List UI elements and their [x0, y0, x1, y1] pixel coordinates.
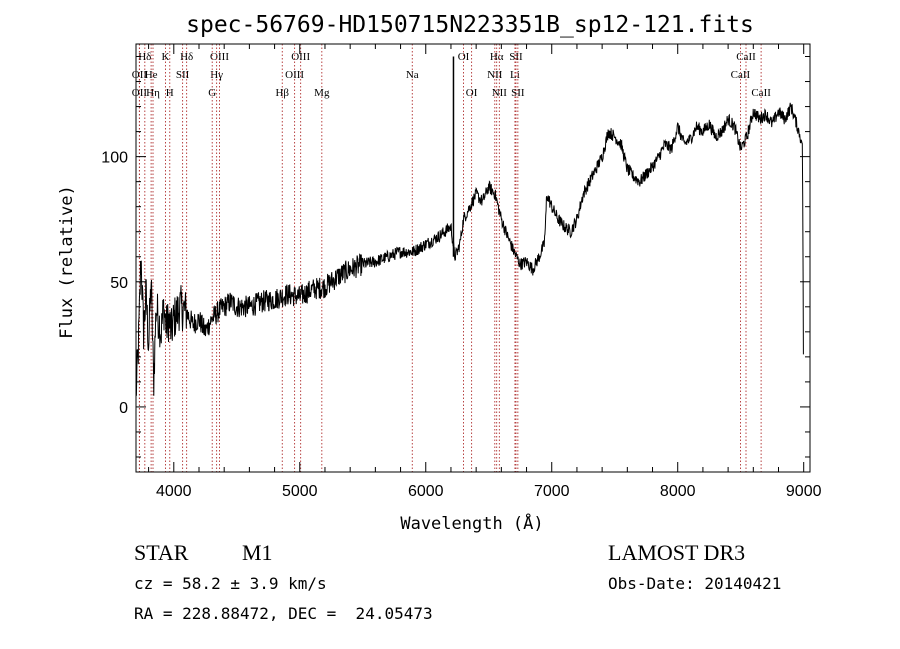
- line-label: Hβ: [275, 87, 289, 99]
- line-label: G: [208, 87, 216, 99]
- object-subclass: M1: [242, 540, 273, 565]
- observation-date: Obs-Date: 20140421: [608, 574, 782, 593]
- y-tick-label: 100: [101, 150, 128, 167]
- line-label: Hδ: [180, 51, 193, 63]
- line-label: Hα: [490, 51, 504, 63]
- line-label: H: [166, 87, 174, 99]
- x-tick-label: 7000: [534, 483, 570, 500]
- line-label: Hη: [146, 87, 160, 99]
- line-label: OI: [466, 87, 478, 99]
- line-label: OIII: [285, 69, 304, 81]
- survey-name: LAMOST DR3: [608, 540, 746, 565]
- line-label: OI: [458, 51, 470, 63]
- y-tick-label: 50: [110, 275, 128, 292]
- spectrum-series: [135, 56, 804, 396]
- line-label: OIII: [210, 51, 229, 63]
- coordinates: RA = 228.88472, DEC = 24.05473: [134, 604, 433, 623]
- line-label: He: [145, 69, 158, 81]
- line-label: NII: [487, 69, 503, 81]
- y-axis-label: Flux (relative): [57, 185, 77, 339]
- y-tick-label: 0: [119, 400, 128, 417]
- redshift-readout: cz = 58.2 ± 3.9 km/s: [134, 574, 327, 593]
- x-axis-label: Wavelength (Å): [400, 512, 543, 534]
- line-label: K: [162, 51, 170, 63]
- line-label: Li: [510, 69, 520, 81]
- line-label: OIII: [291, 51, 310, 63]
- line-label: SII: [509, 51, 523, 63]
- line-label: NII: [492, 87, 508, 99]
- line-label: Mg: [314, 87, 330, 99]
- line-label: Hδ: [138, 51, 151, 63]
- x-tick-label: 4000: [156, 483, 192, 500]
- y-axis: 0 50 100: [101, 56, 810, 458]
- plot-frame: [135, 43, 811, 473]
- line-label: SII: [176, 69, 190, 81]
- chart-title: spec-56769-HD150715N223351B_sp12-121.fit…: [186, 12, 754, 38]
- line-label: Na: [406, 69, 419, 81]
- object-class: STAR: [134, 540, 189, 565]
- x-tick-label: 9000: [786, 483, 822, 500]
- line-label: CaII: [736, 51, 756, 63]
- x-tick-label: 6000: [408, 483, 444, 500]
- x-tick-label: 8000: [660, 483, 696, 500]
- line-label: Hγ: [210, 69, 223, 81]
- line-label: OII: [132, 87, 148, 99]
- line-label: CaII: [731, 69, 751, 81]
- x-tick-label: 5000: [282, 483, 318, 500]
- line-label: SII: [511, 87, 525, 99]
- x-axis: 4000 5000 6000 7000 8000 9000: [148, 44, 822, 500]
- spectrum-line: [135, 102, 804, 396]
- line-label: CaII: [751, 87, 771, 99]
